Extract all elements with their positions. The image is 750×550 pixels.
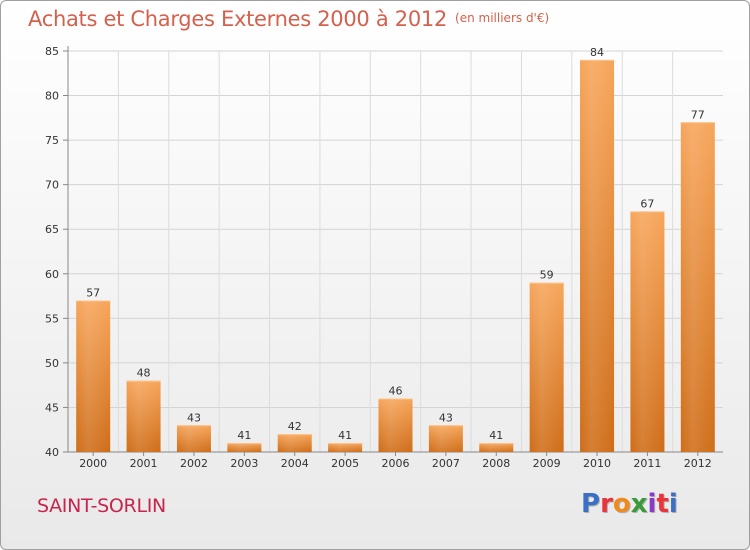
x-tick-label: 2011 xyxy=(633,457,661,470)
logo-letter: t xyxy=(656,489,669,519)
x-tick-label: 2000 xyxy=(79,457,107,470)
y-tick-label: 40 xyxy=(45,446,59,459)
logo-letter: r xyxy=(600,489,613,519)
bar-highlight xyxy=(328,443,363,452)
data-label: 48 xyxy=(137,367,151,380)
y-tick-label: 85 xyxy=(45,45,59,58)
proxiti-logo: Proxiti xyxy=(581,489,678,519)
bars xyxy=(76,59,715,453)
bar-highlight xyxy=(76,300,111,452)
x-tick-label: 2010 xyxy=(583,457,611,470)
chart-title: Achats et Charges Externes 2000 à 2012 (e… xyxy=(28,7,549,31)
data-label: 41 xyxy=(338,429,352,442)
logo-letter: x xyxy=(630,489,648,519)
data-label: 84 xyxy=(590,46,604,59)
chart-title-text: Achats et Charges Externes 2000 à 2012 xyxy=(28,7,448,31)
bar-highlight xyxy=(378,398,413,452)
bar-highlight xyxy=(529,282,564,452)
x-tick-label: 2012 xyxy=(684,457,712,470)
y-tick-label: 75 xyxy=(45,134,59,147)
y-tick-label: 65 xyxy=(45,223,59,236)
x-tick-label: 2006 xyxy=(382,457,410,470)
bar-highlight xyxy=(630,211,665,452)
y-tick-label: 70 xyxy=(45,179,59,192)
bar-highlight xyxy=(227,443,262,452)
commune-name: SAINT-SORLIN xyxy=(37,495,166,517)
y-tick-label: 45 xyxy=(45,401,59,414)
bar-highlight xyxy=(176,425,211,452)
logo-letter: i xyxy=(647,489,657,519)
x-tick-label: 2002 xyxy=(180,457,208,470)
data-label: 57 xyxy=(86,287,100,300)
y-tick-label: 60 xyxy=(45,268,59,281)
bar-highlight xyxy=(580,59,615,453)
logo-letter: P xyxy=(581,489,601,519)
x-tick-label: 2009 xyxy=(533,457,561,470)
y-tick-label: 55 xyxy=(45,312,59,325)
x-tick-label: 2008 xyxy=(482,457,510,470)
bar-highlight xyxy=(479,443,514,452)
data-label: 43 xyxy=(439,411,453,424)
data-label: 41 xyxy=(237,429,251,442)
logo-letter: o xyxy=(612,489,631,519)
y-tick-label: 80 xyxy=(45,90,59,103)
chart-subtitle: (en milliers d'€) xyxy=(455,11,550,25)
y-tick-label: 50 xyxy=(45,357,59,370)
x-tick-label: 2003 xyxy=(230,457,258,470)
data-label: 43 xyxy=(187,411,201,424)
data-label: 67 xyxy=(640,197,654,210)
bar-highlight xyxy=(126,380,161,452)
data-label: 41 xyxy=(489,429,503,442)
data-labels: 57 48 43 41 42 41 46 43 41 59 84 67 77 xyxy=(86,46,705,442)
x-tick-label: 2004 xyxy=(281,457,309,470)
bar-highlight xyxy=(680,122,715,453)
bar-highlight xyxy=(428,425,463,452)
bar-highlight xyxy=(277,434,312,452)
data-label: 77 xyxy=(691,108,705,121)
data-label: 42 xyxy=(288,420,302,433)
logo-letter: i xyxy=(668,489,678,519)
x-tick-label: 2001 xyxy=(130,457,158,470)
x-tick-label: 2007 xyxy=(432,457,460,470)
data-label: 46 xyxy=(389,385,403,398)
data-label: 59 xyxy=(540,269,554,282)
x-tick-label: 2005 xyxy=(331,457,359,470)
